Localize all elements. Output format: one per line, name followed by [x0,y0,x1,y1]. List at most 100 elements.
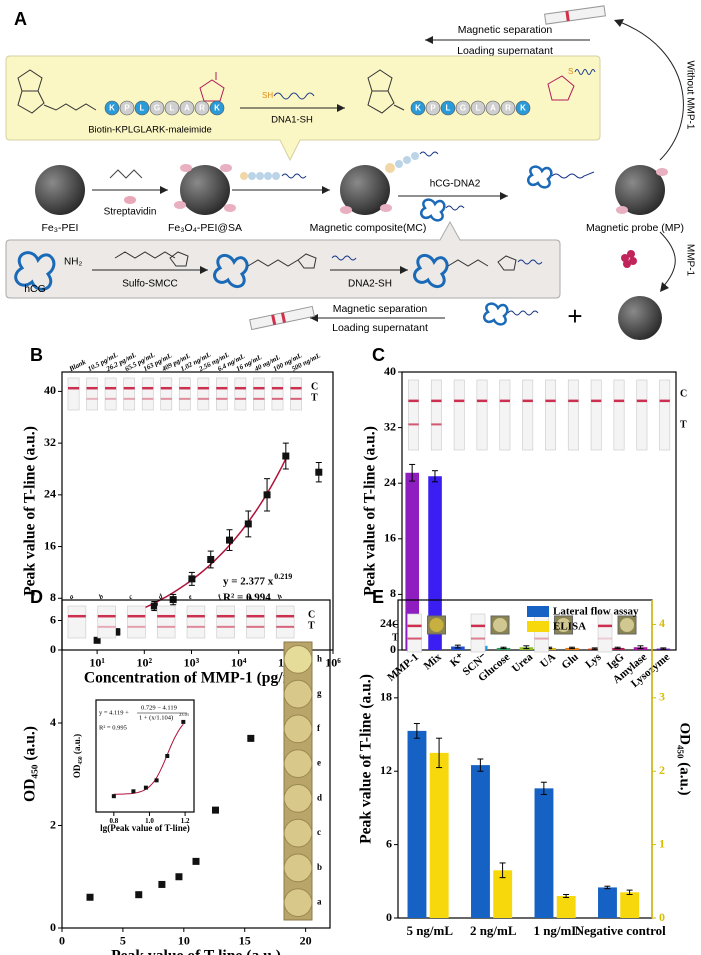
test-line [160,397,172,400]
well [283,853,313,883]
strip-mark-label: T [392,632,399,643]
bar [534,788,554,918]
x-tick-label: 15 [239,934,251,948]
peptide-chain [240,172,307,180]
y2-tick-label: 1 [659,836,665,850]
amino-acid [500,100,516,116]
control-line [659,399,670,403]
control-line [179,386,191,390]
arrowhead [322,186,330,194]
strip-label: b [98,592,105,601]
control-line [123,386,135,390]
dna [331,255,357,261]
control-line [187,614,205,618]
test-strip [127,605,146,639]
fit-equation: y = 4.119 + [99,709,129,716]
strip-label: h [276,592,283,601]
control-line [105,386,117,390]
arrowhead [660,282,669,292]
control-line [290,386,302,390]
strip-mark-label: C [392,619,399,630]
bar [428,476,442,650]
test-strip [234,377,247,411]
amino-acid [119,100,135,116]
dna [273,92,315,100]
strip-label: g [246,592,254,601]
hcg-icon [413,253,449,289]
y-tick-label: 32 [44,435,56,449]
data-point [207,555,215,563]
data-point [86,893,94,901]
strip-mark-label: C [311,381,318,392]
y-tick-label: 16 [384,531,396,545]
control-line [160,386,172,390]
y-tick-label: 0 [386,910,392,924]
well [620,618,635,632]
y-tick-label: 32 [384,419,396,433]
legend-swatch [527,606,549,617]
control-line [68,614,86,618]
test-line [105,397,117,400]
panel-a: A Magnetic separation Loading supernatan… [5,5,695,340]
test-strip [470,613,486,653]
amino-acid-label: P [430,104,436,113]
arrowhead [310,314,318,322]
amino-acid-label: A [184,104,190,113]
plus-sign: + [567,301,582,331]
bead-label: Magnetic composite(MC) [310,222,427,234]
y-tick-label: 18 [380,690,392,704]
test-line [246,625,265,628]
test-strip [197,377,210,411]
data-point [113,628,121,636]
data-point [143,785,148,790]
amino-acid-label: K [415,104,421,113]
glutaraldehyde [109,169,143,179]
test-line [86,397,98,400]
control-line [431,399,442,403]
y-tick-label: 40 [384,364,396,378]
x-tick-label: 1 ng/mL [533,923,580,938]
test-strip [156,605,176,639]
data-point [211,806,219,814]
fit-r2: R² = 0.995 [99,724,127,731]
test-strip [104,377,117,411]
panel-label: D [30,587,43,607]
reagent-label: Sulfo-SMCC [122,279,178,290]
well [283,714,313,744]
x-tick-label: UA [538,651,558,670]
x-tick-label: 0.8 [109,817,118,825]
y-axis-label: Peak value of T-line (a.u.) [361,426,378,596]
control-line [407,624,422,628]
test-line [197,397,209,400]
test-strip [186,605,206,639]
x-tick-label: 20 [300,934,312,948]
amino-acid [440,100,456,116]
dna [507,310,539,316]
amino-acid [410,100,426,116]
x-tick-label: Mix [422,651,445,673]
control-line [97,614,116,618]
y-tick-label: 4 [50,715,56,729]
control-line [86,386,98,390]
bar [598,887,617,918]
linker [247,253,317,269]
y-axis-label: OD₄₅₀ (a.u.) [72,734,82,778]
test-strip [271,377,284,411]
test-strip [246,605,265,639]
x-tick-label: 2 ng/mL [470,923,517,938]
bar [405,472,420,650]
y2-tick-label: 3 [659,690,665,704]
control-line [471,624,486,628]
bar [493,870,513,918]
fit-curve [113,723,184,795]
test-strip [522,379,534,451]
test-line [408,423,419,426]
amino-acid-label: G [460,104,466,113]
amino-acid [134,100,150,116]
test-strip [160,377,173,411]
y-axis-label: Peak value of T-line (a.u.) [21,426,38,596]
amino-acid-label: L [476,104,481,113]
x-tick-label: Glu [560,651,581,672]
y-tick-label: 6 [50,612,56,626]
test-line [290,397,302,400]
